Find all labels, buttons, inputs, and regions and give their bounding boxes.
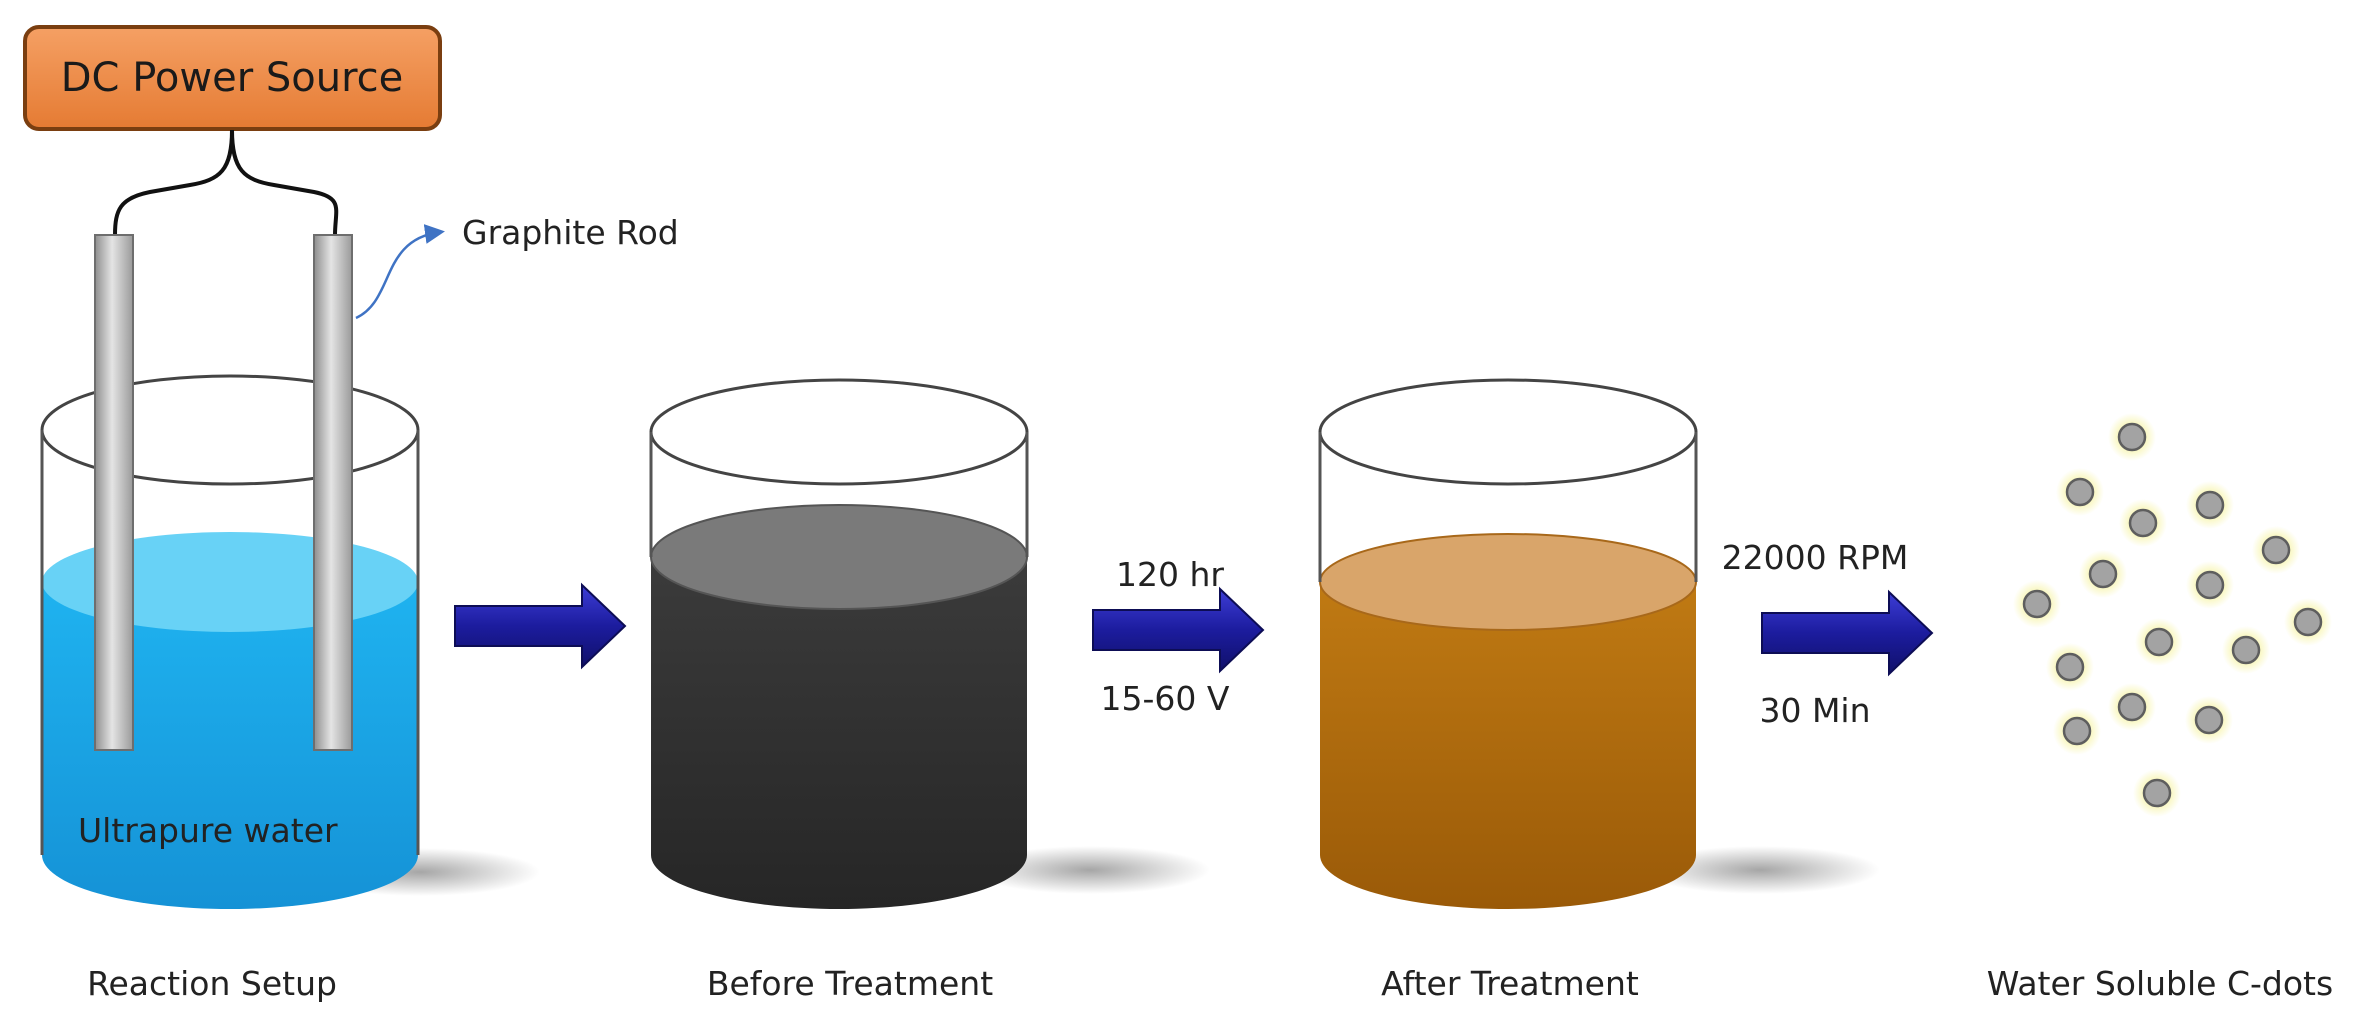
condition-speed: 22000 RPM [1722, 538, 1909, 577]
c-dot [2056, 468, 2104, 516]
c-dot [2053, 707, 2101, 755]
condition-duration: 30 Min [1759, 691, 1870, 730]
c-dot [2185, 696, 2233, 744]
callout-arrow [355, 224, 445, 320]
caption-c-dots: Water Soluble C-dots [1987, 964, 2333, 1003]
c-dot [2133, 769, 2181, 817]
caption-reaction-setup: Reaction Setup [87, 964, 337, 1003]
c-dot [2046, 643, 2094, 691]
wire-right [230, 129, 339, 236]
c-dot [2079, 550, 2127, 598]
condition-time: 120 hr [1116, 555, 1224, 594]
c-dot [2135, 618, 2183, 666]
beaker-rim [1318, 378, 1698, 486]
brown-liquid-body [1320, 582, 1696, 909]
graphite-rod-callout: Graphite Rod [355, 213, 679, 320]
caption-after-treatment: After Treatment [1381, 964, 1639, 1003]
condition-voltage: 15-60 V [1101, 679, 1230, 718]
brown-liquid-surface [1319, 533, 1697, 631]
dark-liquid-body [651, 557, 1027, 909]
c-dots-cluster [2013, 413, 2332, 817]
c-dot [2119, 499, 2167, 547]
graphite-rod-label: Graphite Rod [462, 213, 679, 252]
beaker-reaction-setup: Ultrapure water [40, 234, 540, 909]
beaker-shadow [970, 846, 1210, 894]
captions: Reaction Setup Before Treatment After Tr… [87, 964, 2333, 1003]
power-source-box [23, 25, 442, 131]
c-dot [2108, 683, 2156, 731]
power-source-label: DC Power Source [61, 55, 403, 101]
graphite-rod-right [313, 234, 353, 751]
beaker-shadow [1640, 846, 1880, 894]
c-dot [2108, 413, 2156, 461]
beaker-rim [649, 378, 1029, 486]
arrow-shape [1092, 586, 1265, 674]
beaker-after-treatment [1318, 378, 1880, 909]
caption-before-treatment: Before Treatment [707, 964, 993, 1003]
arrow-shape [1761, 589, 1934, 677]
c-dot [2186, 481, 2234, 529]
c-dot [2013, 580, 2061, 628]
process-arrow-2: 120 hr 15-60 V [1092, 555, 1265, 718]
beaker-before-treatment [649, 378, 1210, 909]
power-source: DC Power Source [23, 25, 442, 131]
dark-liquid-surface [650, 504, 1028, 610]
c-dot [2284, 598, 2332, 646]
water-label: Ultrapure water [78, 811, 338, 850]
wire-left [113, 129, 234, 236]
graphite-rod-left [94, 234, 134, 751]
process-arrow-3: 22000 RPM 30 Min [1722, 538, 1934, 730]
c-dot [2186, 561, 2234, 609]
wires [113, 129, 339, 236]
arrow-shape [454, 582, 627, 670]
c-dot [2222, 626, 2270, 674]
process-arrow-1 [454, 582, 627, 670]
c-dot [2252, 526, 2300, 574]
